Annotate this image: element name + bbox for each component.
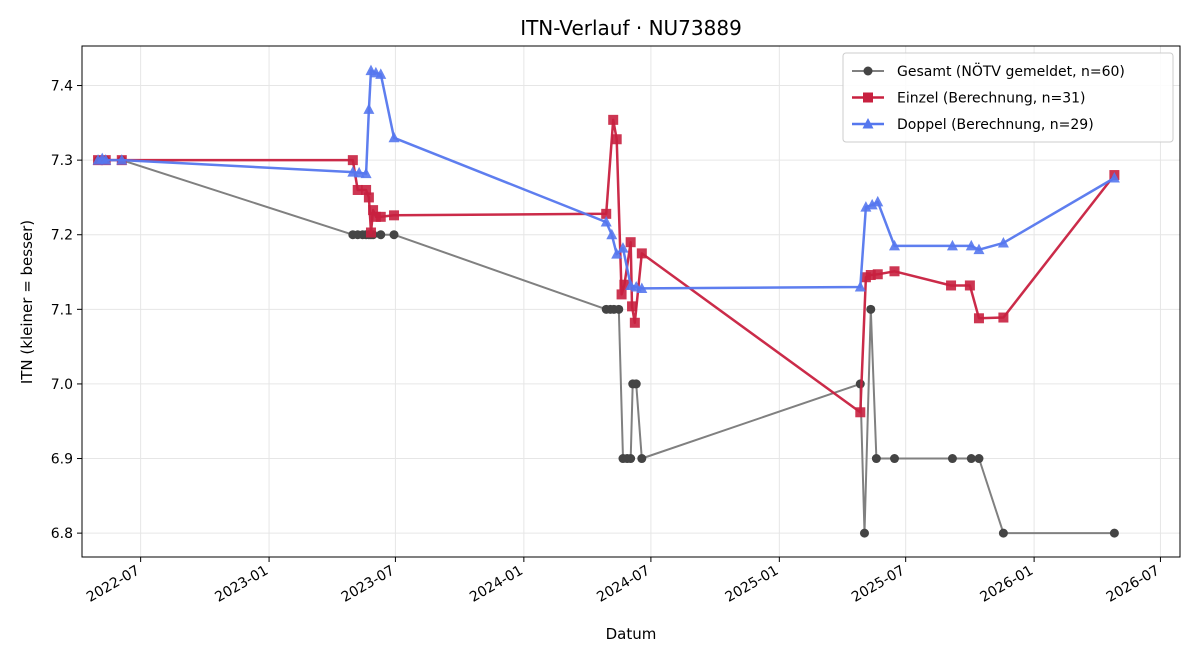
- legend-entry: Gesamt (NÖTV gemeldet, n=60): [852, 62, 1125, 80]
- data-point: [637, 454, 647, 464]
- data-point: [973, 313, 984, 324]
- data-point: [617, 242, 629, 253]
- data-point: [363, 192, 374, 203]
- data-point: [353, 166, 365, 178]
- data-point: [611, 134, 622, 145]
- data-point: [1109, 528, 1119, 538]
- data-point: [636, 248, 647, 259]
- y-tick-label: 7.0: [51, 377, 73, 393]
- data-point: [890, 454, 900, 464]
- data-point: [389, 210, 400, 221]
- data-point: [601, 208, 612, 219]
- data-point: [973, 243, 985, 255]
- legend-marker: [862, 118, 874, 129]
- data-point: [889, 239, 901, 251]
- legend-label: Doppel (Berechnung, n=29): [897, 117, 1094, 133]
- data-point: [347, 155, 358, 166]
- data-point: [100, 154, 112, 165]
- data-point: [964, 280, 975, 291]
- data-point: [389, 230, 399, 240]
- data-point: [614, 304, 624, 314]
- data-point: [859, 528, 869, 538]
- data-point: [608, 114, 619, 125]
- data-point: [947, 454, 957, 464]
- data-point: [865, 270, 876, 281]
- data-point: [974, 454, 984, 464]
- y-axis-label: ITN (kleiner = besser): [18, 220, 36, 384]
- legend-label: Gesamt (NÖTV gemeldet, n=60): [897, 62, 1125, 80]
- legend-box: [842, 52, 1174, 143]
- y-tick-label: 7.4: [51, 79, 73, 95]
- chart-title: ITN-Verlauf · NU73889: [520, 16, 742, 40]
- data-point: [388, 131, 400, 143]
- data-point: [352, 184, 363, 195]
- data-point: [889, 266, 900, 277]
- data-point: [854, 280, 866, 292]
- legend-entry: Einzel (Berechnung, n=31): [852, 91, 1086, 107]
- data-point: [600, 216, 612, 227]
- y-tick-label: 6.9: [51, 452, 73, 468]
- data-point: [872, 195, 884, 207]
- data-point: [946, 280, 957, 291]
- data-point: [866, 304, 876, 314]
- data-point: [871, 454, 881, 464]
- data-point: [606, 228, 618, 240]
- data-point: [626, 454, 636, 464]
- data-point: [966, 454, 976, 464]
- data-point: [611, 248, 623, 259]
- data-point: [619, 279, 630, 290]
- data-point: [361, 184, 372, 195]
- data-point: [627, 301, 638, 312]
- data-point: [360, 167, 372, 179]
- data-point: [375, 211, 386, 222]
- series-3: [92, 64, 1120, 293]
- data-point: [376, 230, 386, 240]
- y-tick-label: 6.8: [51, 526, 73, 542]
- data-point: [631, 379, 641, 389]
- data-point: [363, 103, 375, 114]
- data-point: [866, 198, 878, 210]
- data-point: [998, 312, 1009, 323]
- y-tick-label: 7.1: [51, 302, 73, 318]
- y-tick-label: 7.2: [51, 228, 73, 244]
- data-point: [997, 236, 1009, 248]
- legend: Gesamt (NÖTV gemeldet, n=60) Einzel (Bere…: [842, 52, 1174, 143]
- plot-frame: [81, 45, 1181, 558]
- series-layer: [92, 64, 1120, 538]
- data-point: [872, 269, 883, 280]
- data-point: [616, 289, 627, 300]
- data-point: [946, 239, 958, 251]
- data-point: [1108, 172, 1120, 183]
- data-point: [365, 227, 376, 238]
- legend-label: Einzel (Berechnung, n=31): [897, 91, 1086, 107]
- x-axis-label: Datum: [606, 625, 657, 643]
- legend-entry: Doppel (Berechnung, n=29): [852, 117, 1094, 133]
- data-point: [855, 407, 866, 418]
- legend-marker: [863, 92, 873, 103]
- data-point: [375, 68, 387, 79]
- legend-marker: [863, 66, 873, 76]
- data-point: [629, 317, 640, 328]
- y-tick-label: 7.3: [51, 153, 73, 169]
- data-point: [625, 237, 636, 248]
- data-point: [636, 282, 648, 293]
- data-point: [965, 239, 977, 251]
- data-point: [116, 154, 128, 165]
- data-point: [998, 528, 1008, 538]
- data-point: [368, 205, 379, 216]
